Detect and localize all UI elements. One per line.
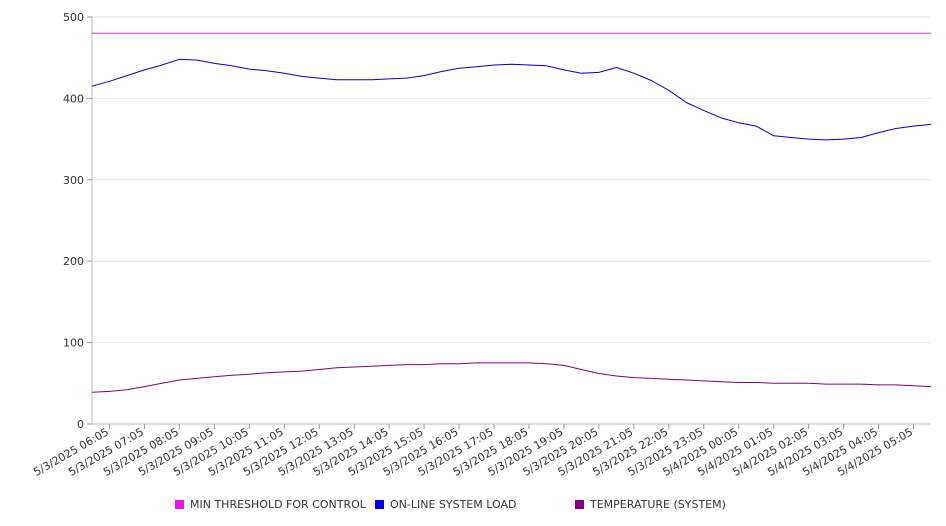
gridlines xyxy=(92,16,931,344)
y-tick-label: 0 xyxy=(77,418,84,431)
legend-item-temperature[interactable]: TEMPERATURE (SYSTEM) xyxy=(575,498,726,511)
y-axis-ticks: 0 100 200 300 400 500 xyxy=(63,11,92,431)
y-tick-label: 300 xyxy=(63,174,84,187)
y-tick-label: 400 xyxy=(63,92,84,105)
series-line-2 xyxy=(91,362,932,393)
series-line-1 xyxy=(91,58,932,141)
y-tick-label: 100 xyxy=(63,337,84,350)
legend-swatch xyxy=(375,500,384,509)
line-chart: 0 100 200 300 400 500 5/3/2025 06:055/3/2025 … xyxy=(31,11,932,479)
axes xyxy=(91,16,931,425)
legend: MIN THRESHOLD FOR CONTROL ON-LINE SYSTEM… xyxy=(0,496,946,516)
series-lines xyxy=(91,32,932,393)
legend-label: MIN THRESHOLD FOR CONTROL xyxy=(190,498,366,511)
legend-item-min-threshold[interactable]: MIN THRESHOLD FOR CONTROL xyxy=(175,498,366,511)
legend-label: TEMPERATURE (SYSTEM) xyxy=(590,498,726,511)
legend-label: ON-LINE SYSTEM LOAD xyxy=(390,498,517,511)
y-tick-label: 500 xyxy=(63,11,84,24)
legend-item-system-load[interactable]: ON-LINE SYSTEM LOAD xyxy=(375,498,516,511)
legend-swatch xyxy=(575,500,584,509)
x-axis-ticks: 5/3/2025 06:055/3/2025 07:055/3/2025 08:… xyxy=(31,424,915,479)
legend-swatch xyxy=(175,500,184,509)
y-tick-label: 200 xyxy=(63,255,84,268)
